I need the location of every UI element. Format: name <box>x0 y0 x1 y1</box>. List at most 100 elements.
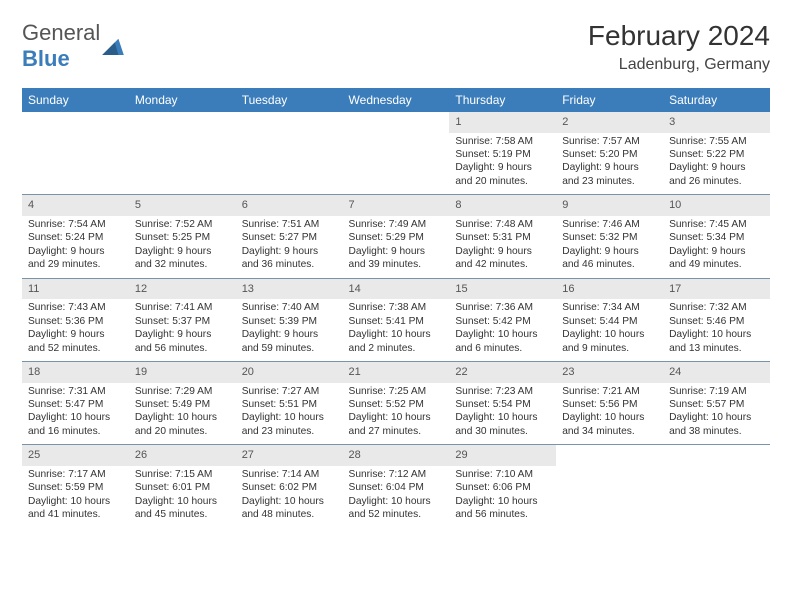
day-info-line: Sunset: 5:24 PM <box>28 231 123 244</box>
day-number: 8 <box>449 195 556 216</box>
day-info-line: Sunset: 6:02 PM <box>242 481 337 494</box>
day-info-line: Sunset: 5:56 PM <box>562 398 657 411</box>
day-content: Sunrise: 7:48 AMSunset: 5:31 PMDaylight:… <box>449 218 556 272</box>
day-info-line: Sunrise: 7:52 AM <box>135 218 230 231</box>
day-number: 2 <box>556 112 663 133</box>
day-content: Sunrise: 7:51 AMSunset: 5:27 PMDaylight:… <box>236 218 343 272</box>
day-info-line: Sunrise: 7:29 AM <box>135 385 230 398</box>
calendar-body: 1Sunrise: 7:58 AMSunset: 5:19 PMDaylight… <box>22 112 770 528</box>
weekday-header: Tuesday <box>236 88 343 112</box>
location-label: Ladenburg, Germany <box>588 56 770 74</box>
day-number: 25 <box>22 445 129 466</box>
day-number: 24 <box>663 362 770 383</box>
day-number: 26 <box>129 445 236 466</box>
calendar-day-cell: 10Sunrise: 7:45 AMSunset: 5:34 PMDayligh… <box>663 195 770 278</box>
day-info-line: Daylight: 10 hours and 34 minutes. <box>562 411 657 438</box>
day-info-line: Daylight: 10 hours and 13 minutes. <box>669 328 764 355</box>
day-info-line: Daylight: 9 hours and 23 minutes. <box>562 161 657 188</box>
day-content: Sunrise: 7:27 AMSunset: 5:51 PMDaylight:… <box>236 385 343 439</box>
day-content: Sunrise: 7:38 AMSunset: 5:41 PMDaylight:… <box>343 301 450 355</box>
day-content: Sunrise: 7:34 AMSunset: 5:44 PMDaylight:… <box>556 301 663 355</box>
day-info-line: Sunrise: 7:57 AM <box>562 135 657 148</box>
calendar-day-cell: 16Sunrise: 7:34 AMSunset: 5:44 PMDayligh… <box>556 278 663 361</box>
calendar-day-cell <box>129 112 236 195</box>
day-info-line: Sunrise: 7:21 AM <box>562 385 657 398</box>
day-info-line: Sunset: 5:52 PM <box>349 398 444 411</box>
day-info-line: Sunrise: 7:38 AM <box>349 301 444 314</box>
calendar-day-cell: 22Sunrise: 7:23 AMSunset: 5:54 PMDayligh… <box>449 361 556 444</box>
day-info-line: Daylight: 9 hours and 26 minutes. <box>669 161 764 188</box>
calendar-week-row: 18Sunrise: 7:31 AMSunset: 5:47 PMDayligh… <box>22 361 770 444</box>
day-info-line: Daylight: 10 hours and 27 minutes. <box>349 411 444 438</box>
day-content: Sunrise: 7:31 AMSunset: 5:47 PMDaylight:… <box>22 385 129 439</box>
day-number: 21 <box>343 362 450 383</box>
day-info-line: Sunrise: 7:40 AM <box>242 301 337 314</box>
day-content: Sunrise: 7:32 AMSunset: 5:46 PMDaylight:… <box>663 301 770 355</box>
day-info-line: Sunset: 5:29 PM <box>349 231 444 244</box>
calendar-day-cell: 18Sunrise: 7:31 AMSunset: 5:47 PMDayligh… <box>22 361 129 444</box>
day-number: 22 <box>449 362 556 383</box>
day-content: Sunrise: 7:55 AMSunset: 5:22 PMDaylight:… <box>663 135 770 189</box>
day-info-line: Sunset: 5:22 PM <box>669 148 764 161</box>
day-info-line: Sunrise: 7:46 AM <box>562 218 657 231</box>
day-info-line: Daylight: 10 hours and 20 minutes. <box>135 411 230 438</box>
day-info-line: Sunset: 5:59 PM <box>28 481 123 494</box>
day-content: Sunrise: 7:52 AMSunset: 5:25 PMDaylight:… <box>129 218 236 272</box>
day-content: Sunrise: 7:29 AMSunset: 5:49 PMDaylight:… <box>129 385 236 439</box>
day-content: Sunrise: 7:57 AMSunset: 5:20 PMDaylight:… <box>556 135 663 189</box>
triangle-icon <box>102 37 124 55</box>
day-info-line: Sunrise: 7:32 AM <box>669 301 764 314</box>
calendar-day-cell: 19Sunrise: 7:29 AMSunset: 5:49 PMDayligh… <box>129 361 236 444</box>
day-info-line: Sunset: 5:46 PM <box>669 315 764 328</box>
calendar-day-cell <box>663 445 770 528</box>
calendar-day-cell: 4Sunrise: 7:54 AMSunset: 5:24 PMDaylight… <box>22 195 129 278</box>
calendar-day-cell: 24Sunrise: 7:19 AMSunset: 5:57 PMDayligh… <box>663 361 770 444</box>
day-info-line: Sunrise: 7:54 AM <box>28 218 123 231</box>
day-info-line: Daylight: 10 hours and 9 minutes. <box>562 328 657 355</box>
day-content: Sunrise: 7:12 AMSunset: 6:04 PMDaylight:… <box>343 468 450 522</box>
day-number <box>129 112 236 133</box>
calendar-table: Sunday Monday Tuesday Wednesday Thursday… <box>22 88 770 528</box>
day-info-line: Sunset: 5:47 PM <box>28 398 123 411</box>
calendar-day-cell: 27Sunrise: 7:14 AMSunset: 6:02 PMDayligh… <box>236 445 343 528</box>
day-info-line: Daylight: 9 hours and 32 minutes. <box>135 245 230 272</box>
calendar-day-cell <box>343 112 450 195</box>
day-info-line: Sunset: 6:06 PM <box>455 481 550 494</box>
day-info-line: Sunset: 6:01 PM <box>135 481 230 494</box>
day-info-line: Daylight: 9 hours and 56 minutes. <box>135 328 230 355</box>
calendar-week-row: 4Sunrise: 7:54 AMSunset: 5:24 PMDaylight… <box>22 195 770 278</box>
day-info-line: Sunset: 5:57 PM <box>669 398 764 411</box>
day-number: 13 <box>236 279 343 300</box>
calendar-week-row: 25Sunrise: 7:17 AMSunset: 5:59 PMDayligh… <box>22 445 770 528</box>
day-content: Sunrise: 7:21 AMSunset: 5:56 PMDaylight:… <box>556 385 663 439</box>
day-number <box>663 445 770 466</box>
title-block: February 2024 Ladenburg, Germany <box>588 20 770 74</box>
day-info-line: Daylight: 10 hours and 2 minutes. <box>349 328 444 355</box>
logo-text: General Blue <box>22 20 100 72</box>
calendar-day-cell: 29Sunrise: 7:10 AMSunset: 6:06 PMDayligh… <box>449 445 556 528</box>
day-number: 16 <box>556 279 663 300</box>
day-number: 27 <box>236 445 343 466</box>
calendar-day-cell: 20Sunrise: 7:27 AMSunset: 5:51 PMDayligh… <box>236 361 343 444</box>
day-info-line: Sunrise: 7:34 AM <box>562 301 657 314</box>
day-info-line: Daylight: 10 hours and 56 minutes. <box>455 495 550 522</box>
page-title: February 2024 <box>588 20 770 52</box>
calendar-day-cell: 11Sunrise: 7:43 AMSunset: 5:36 PMDayligh… <box>22 278 129 361</box>
day-number: 28 <box>343 445 450 466</box>
day-info-line: Sunrise: 7:36 AM <box>455 301 550 314</box>
day-info-line: Sunset: 6:04 PM <box>349 481 444 494</box>
day-info-line: Daylight: 10 hours and 23 minutes. <box>242 411 337 438</box>
day-content: Sunrise: 7:15 AMSunset: 6:01 PMDaylight:… <box>129 468 236 522</box>
day-number: 7 <box>343 195 450 216</box>
weekday-header: Thursday <box>449 88 556 112</box>
day-info-line: Sunrise: 7:15 AM <box>135 468 230 481</box>
day-info-line: Sunrise: 7:45 AM <box>669 218 764 231</box>
calendar-day-cell: 12Sunrise: 7:41 AMSunset: 5:37 PMDayligh… <box>129 278 236 361</box>
calendar-day-cell: 9Sunrise: 7:46 AMSunset: 5:32 PMDaylight… <box>556 195 663 278</box>
calendar-day-cell: 23Sunrise: 7:21 AMSunset: 5:56 PMDayligh… <box>556 361 663 444</box>
calendar-day-cell: 1Sunrise: 7:58 AMSunset: 5:19 PMDaylight… <box>449 112 556 195</box>
day-content: Sunrise: 7:17 AMSunset: 5:59 PMDaylight:… <box>22 468 129 522</box>
day-info-line: Sunrise: 7:58 AM <box>455 135 550 148</box>
day-info-line: Sunrise: 7:51 AM <box>242 218 337 231</box>
day-number: 23 <box>556 362 663 383</box>
